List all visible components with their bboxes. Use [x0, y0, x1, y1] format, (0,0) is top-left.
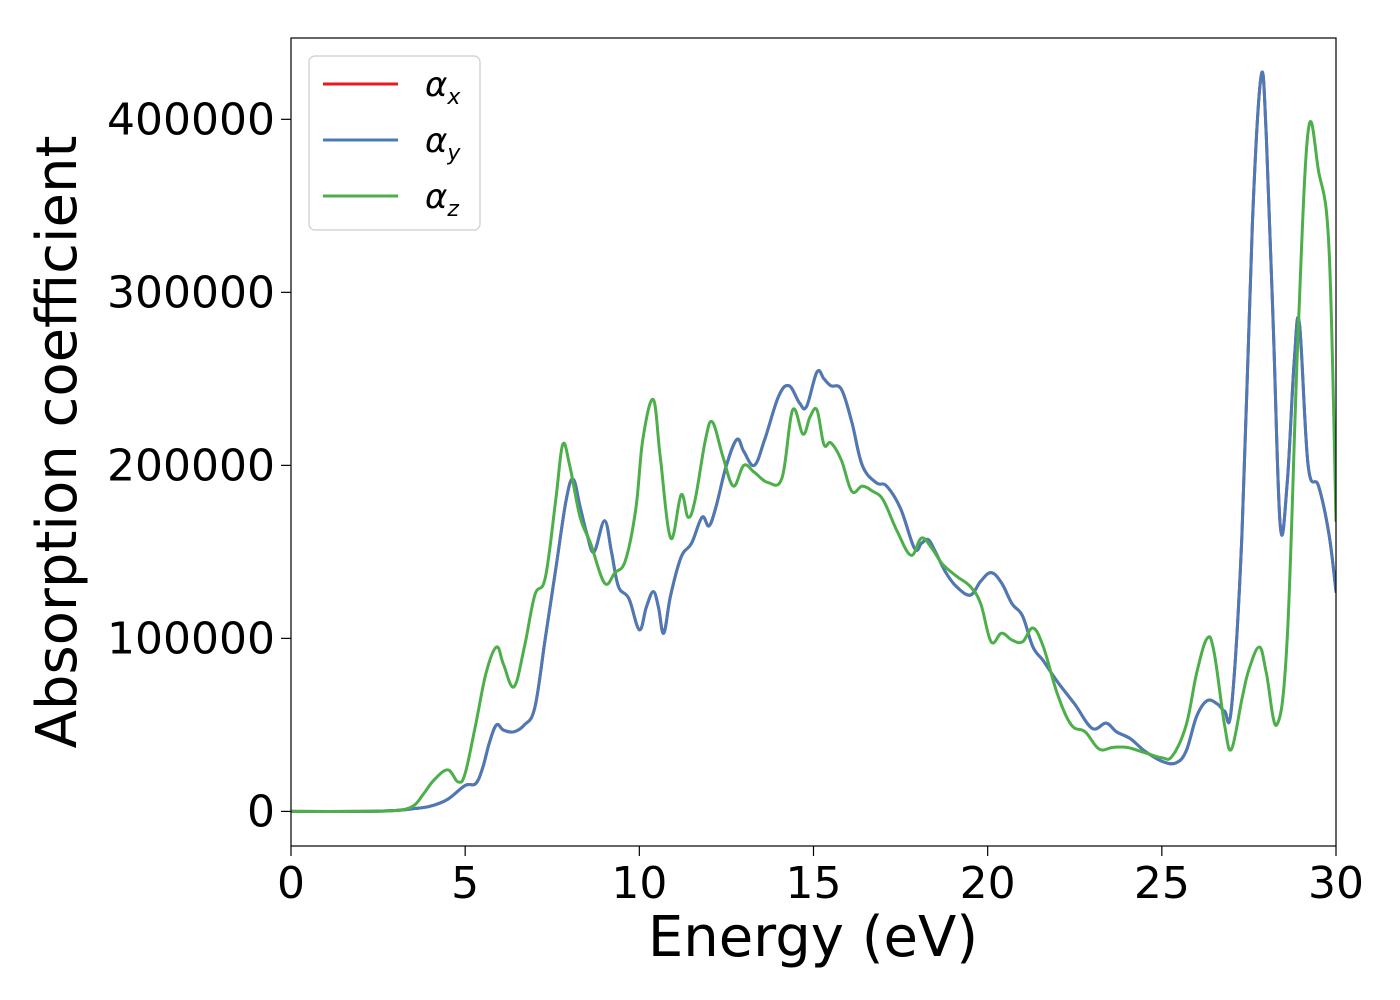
x-tick-label: 0 [277, 858, 305, 909]
x-tick-label: 30 [1308, 858, 1364, 909]
y-tick-label: 300000 [107, 267, 275, 318]
y-axis: 0 100000 200000 300000 400000 [107, 94, 291, 837]
y-tick-label: 400000 [107, 94, 275, 145]
y-tick-label: 0 [247, 786, 275, 837]
legend-label-alpha-x: αx [425, 65, 461, 110]
x-tick-label: 15 [786, 858, 842, 909]
series-layer [291, 70, 1336, 813]
legend-label-alpha-z: αz [425, 177, 459, 222]
y-tick-label: 200000 [107, 440, 275, 491]
legend: αx αy αz [308, 55, 481, 231]
x-axis: 0 5 10 15 20 25 30 [277, 846, 1364, 909]
x-tick-label: 25 [1134, 858, 1190, 909]
series-line-alpha-y [291, 70, 1336, 813]
y-axis-title: Absorption coefficient [25, 136, 90, 749]
legend-label-alpha-y: αy [425, 121, 461, 166]
x-tick-label: 5 [451, 858, 479, 909]
x-tick-label: 20 [960, 858, 1016, 909]
x-tick-label: 10 [611, 858, 667, 909]
y-tick-label: 100000 [107, 613, 275, 664]
legend-box [308, 55, 481, 231]
x-axis-title: Energy (eV) [648, 905, 978, 970]
series-line-alpha-z [291, 120, 1336, 813]
